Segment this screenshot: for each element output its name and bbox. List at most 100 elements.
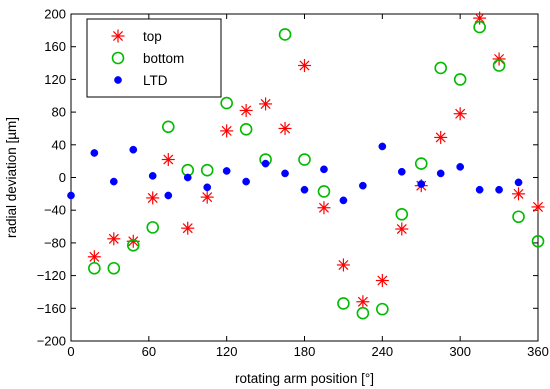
point-top [181,221,195,235]
point-top [298,59,311,73]
point-top [395,222,409,236]
point-bottom [453,73,467,86]
point-top [356,295,370,309]
point-top [375,274,389,288]
series-top [87,11,545,309]
point-bottom [126,239,140,252]
x-axis-label: rotating arm position [°] [235,371,374,386]
x-tick-label: 180 [294,344,316,359]
legend: top bottom LTD [86,18,222,98]
legend-label-top: top [143,29,162,44]
legend-label-ltd: LTD [143,73,168,88]
point-ltd [320,165,328,174]
data-points [67,11,545,320]
x-tick-label: 240 [371,344,393,359]
point-ltd [203,183,212,192]
point-top [317,201,331,215]
point-top [492,52,506,66]
y-tick-label: −80 [44,235,66,250]
y-tick-label: 0 [59,170,66,185]
point-ltd [242,177,250,186]
point-top [434,130,448,144]
point-bottom [317,185,331,198]
point-top [531,200,545,214]
point-ltd [164,191,173,200]
point-bottom [200,163,214,177]
point-ltd [129,145,138,154]
point-ltd [183,173,192,182]
point-top [161,153,175,167]
point-ltd [281,169,289,178]
series-bottom [88,20,545,320]
point-bottom [492,59,506,72]
point-ltd [417,180,426,188]
point-bottom [376,302,389,316]
point-bottom [512,210,525,224]
point-ltd [339,196,348,205]
point-top [278,121,292,135]
point-ltd [456,163,465,171]
x-tick-label: 60 [142,344,156,359]
point-ltd [109,177,118,186]
y-axis-label: radial deviation [µm] [4,117,19,238]
point-bottom [395,207,409,221]
axis-ticks [70,13,539,342]
y-tick-label: 120 [44,72,66,87]
y-tick-label: 160 [44,39,66,54]
point-bottom [298,153,311,166]
point-ltd [90,149,99,157]
legend-marker-ltd [114,76,122,84]
series-ltd [67,142,523,205]
point-bottom [434,61,448,75]
y-tick-labels: −200 −160 −120 −80 −40 0 40 80 120 160 200 [37,7,66,349]
x-tick-label: 300 [449,344,471,359]
legend-box [86,18,222,98]
point-top [512,187,526,201]
point-bottom [414,157,428,170]
point-ltd [397,167,406,176]
x-tick-label: 0 [67,344,74,359]
point-ltd [436,169,445,178]
point-ltd [222,167,231,175]
point-ltd [514,178,523,187]
point-bottom [220,96,233,110]
point-top [146,191,160,205]
point-bottom [88,261,101,275]
x-tick-label: 120 [216,344,238,359]
y-tick-label: −200 [37,334,66,349]
x-tick-label: 360 [527,344,549,359]
point-top [259,97,273,111]
point-top [336,258,350,272]
point-bottom [356,306,370,320]
y-tick-label: 80 [52,105,66,120]
point-top [220,124,234,138]
point-ltd [359,181,367,190]
point-ltd [261,159,270,168]
point-bottom [531,234,545,248]
point-bottom [278,28,292,41]
y-tick-label: 200 [44,7,66,22]
y-tick-label: −160 [37,301,66,316]
point-top [239,103,253,117]
x-tick-labels: 0 60 120 180 240 300 360 [67,344,548,359]
point-top [453,107,467,121]
legend-items: top bottom LTD [111,29,184,88]
point-ltd [495,185,503,194]
point-top [87,250,101,264]
point-top [473,11,487,25]
point-ltd [148,172,157,180]
point-bottom [146,221,160,234]
point-bottom [107,261,121,275]
point-ltd [475,185,484,194]
point-ltd [378,142,387,151]
point-bottom [161,120,175,134]
point-bottom [239,122,253,136]
point-top [107,232,121,246]
point-bottom [337,297,350,310]
y-tick-label: −120 [37,268,66,283]
y-tick-label: −40 [44,203,66,218]
y-tick-label: 40 [52,137,66,152]
legend-label-bottom: bottom [143,51,184,66]
point-top [200,190,214,204]
